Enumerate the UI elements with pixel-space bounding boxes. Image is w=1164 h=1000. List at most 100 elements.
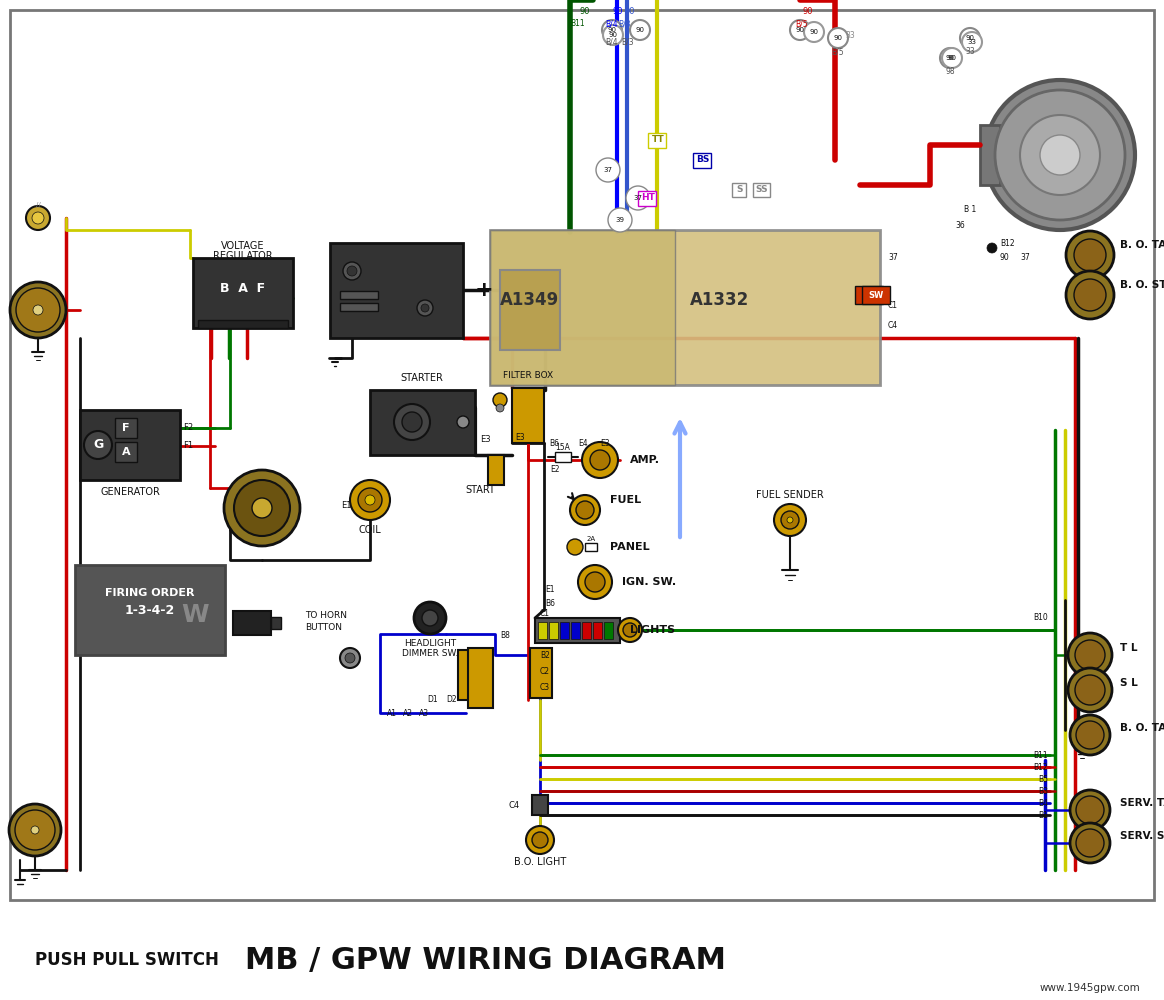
Circle shape bbox=[1069, 668, 1112, 712]
Bar bbox=[331, 243, 463, 338]
Bar bbox=[555, 452, 572, 462]
Text: REGULATOR: REGULATOR bbox=[213, 251, 272, 261]
Text: B. O. TAIL: B. O. TAIL bbox=[1120, 723, 1164, 733]
Circle shape bbox=[585, 572, 605, 592]
Text: E1: E1 bbox=[341, 500, 352, 510]
Circle shape bbox=[347, 266, 357, 276]
Circle shape bbox=[234, 480, 290, 536]
Bar bbox=[468, 648, 494, 708]
Bar bbox=[753, 183, 771, 197]
Circle shape bbox=[15, 810, 55, 850]
Text: B/5: B/5 bbox=[796, 19, 808, 28]
Circle shape bbox=[787, 517, 793, 523]
Text: COIL: COIL bbox=[359, 525, 382, 535]
Bar bbox=[80, 410, 180, 480]
Circle shape bbox=[345, 653, 355, 663]
Text: 37: 37 bbox=[603, 167, 612, 173]
Bar bbox=[732, 183, 746, 197]
Text: A2: A2 bbox=[403, 708, 413, 718]
Text: SS: SS bbox=[755, 186, 768, 194]
Text: B3: B3 bbox=[1038, 786, 1048, 796]
Circle shape bbox=[1076, 721, 1103, 749]
Circle shape bbox=[576, 501, 594, 519]
Circle shape bbox=[1066, 271, 1114, 319]
Text: HT: HT bbox=[641, 194, 655, 202]
Circle shape bbox=[496, 404, 504, 412]
Text: GENERATOR: GENERATOR bbox=[100, 487, 159, 497]
Circle shape bbox=[365, 495, 375, 505]
Circle shape bbox=[1070, 715, 1110, 755]
Bar bbox=[10, 10, 1154, 900]
Circle shape bbox=[602, 20, 622, 40]
Text: F: F bbox=[122, 423, 129, 433]
Circle shape bbox=[1070, 823, 1110, 863]
Text: 33: 33 bbox=[965, 47, 975, 56]
Circle shape bbox=[9, 804, 61, 856]
Text: S: S bbox=[737, 186, 744, 194]
Circle shape bbox=[590, 450, 610, 470]
Circle shape bbox=[359, 488, 382, 512]
Text: 90: 90 bbox=[945, 55, 954, 61]
Circle shape bbox=[532, 832, 548, 848]
Circle shape bbox=[781, 511, 799, 529]
Bar bbox=[863, 286, 890, 304]
Circle shape bbox=[582, 442, 618, 478]
Circle shape bbox=[618, 618, 643, 642]
Text: B/4: B/4 bbox=[605, 19, 618, 28]
Bar bbox=[457, 650, 478, 700]
Bar bbox=[488, 455, 504, 485]
Text: PUSH PULL SWITCH: PUSH PULL SWITCH bbox=[35, 951, 219, 969]
Circle shape bbox=[579, 565, 612, 599]
Circle shape bbox=[402, 412, 423, 432]
Circle shape bbox=[223, 470, 300, 546]
Text: //: // bbox=[36, 202, 41, 208]
Text: B10: B10 bbox=[1034, 613, 1048, 622]
Circle shape bbox=[31, 212, 44, 224]
Text: DIMMER SW.: DIMMER SW. bbox=[402, 650, 459, 658]
Bar bbox=[604, 622, 613, 639]
Text: E3: E3 bbox=[599, 438, 610, 448]
Text: 90: 90 bbox=[580, 7, 590, 16]
Text: B/3: B/3 bbox=[619, 19, 631, 28]
Text: AMP.: AMP. bbox=[630, 455, 660, 465]
Text: FUEL SENDER: FUEL SENDER bbox=[757, 490, 824, 500]
Text: C1: C1 bbox=[540, 608, 551, 617]
Bar bbox=[582, 622, 591, 639]
Text: SW: SW bbox=[868, 290, 883, 300]
Bar bbox=[535, 618, 620, 643]
Text: D2: D2 bbox=[447, 696, 457, 704]
Bar bbox=[501, 270, 560, 350]
Bar bbox=[549, 622, 558, 639]
Text: LIGHTS: LIGHTS bbox=[630, 625, 675, 635]
Text: C2: C2 bbox=[540, 668, 551, 676]
Circle shape bbox=[84, 431, 112, 459]
Bar bbox=[856, 286, 883, 304]
Text: 90: 90 bbox=[803, 7, 814, 16]
Text: C1: C1 bbox=[888, 300, 897, 310]
Text: TO HORN: TO HORN bbox=[305, 610, 347, 619]
Circle shape bbox=[1076, 796, 1103, 824]
Circle shape bbox=[596, 158, 620, 182]
Text: 37: 37 bbox=[1020, 253, 1030, 262]
Circle shape bbox=[570, 495, 599, 525]
Text: STARTER: STARTER bbox=[400, 373, 443, 383]
Text: B6: B6 bbox=[549, 438, 559, 448]
Circle shape bbox=[251, 498, 272, 518]
Text: 90: 90 bbox=[809, 29, 818, 35]
Bar bbox=[271, 617, 281, 629]
Bar bbox=[74, 565, 225, 655]
Text: 90: 90 bbox=[636, 27, 645, 33]
Bar bbox=[340, 291, 378, 299]
Text: A: A bbox=[122, 447, 130, 457]
Text: 90: 90 bbox=[608, 27, 617, 33]
Text: B. O. STOP: B. O. STOP bbox=[1120, 280, 1164, 290]
Text: A3: A3 bbox=[419, 708, 430, 718]
Circle shape bbox=[526, 826, 554, 854]
Circle shape bbox=[340, 648, 360, 668]
Text: TT: TT bbox=[652, 135, 665, 144]
Text: 90: 90 bbox=[625, 7, 636, 16]
Text: B6: B6 bbox=[545, 598, 555, 607]
Circle shape bbox=[494, 393, 508, 407]
Text: SW: SW bbox=[861, 290, 878, 300]
Text: START: START bbox=[466, 485, 495, 495]
